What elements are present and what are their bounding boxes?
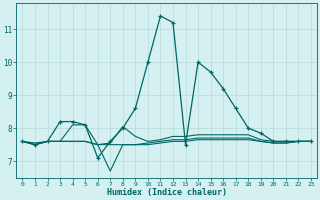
X-axis label: Humidex (Indice chaleur): Humidex (Indice chaleur) (107, 188, 227, 197)
